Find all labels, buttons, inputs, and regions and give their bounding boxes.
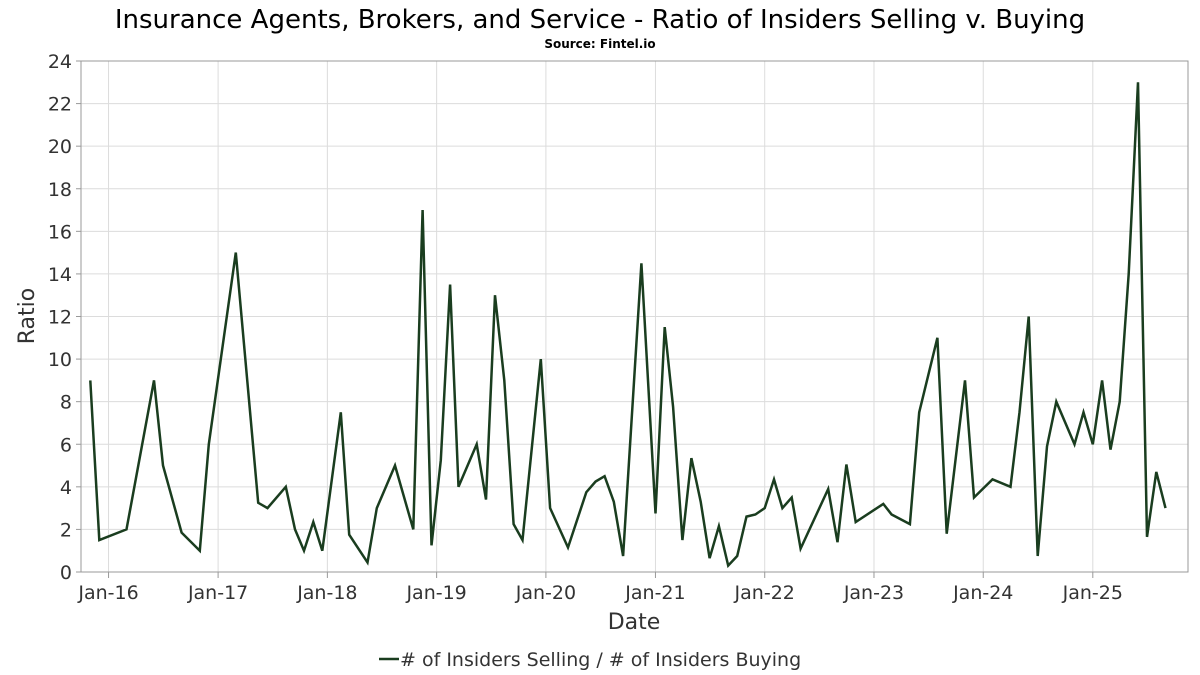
y-tick-label: 22 <box>48 94 72 116</box>
legend-label: # of Insiders Selling / # of Insiders Bu… <box>400 649 801 671</box>
series-line <box>89 82 1167 569</box>
y-axis-label: Ratio <box>15 288 40 344</box>
y-tick-label: 8 <box>60 392 72 414</box>
chart-title: Insurance Agents, Brokers, and Service -… <box>115 5 1085 35</box>
x-tick-label: Jan-20 <box>515 582 576 604</box>
y-tick-label: 0 <box>60 562 72 584</box>
y-tick-label: 14 <box>48 264 72 286</box>
grid <box>81 60 1188 573</box>
y-tick-label: 10 <box>48 349 72 371</box>
legend: # of Insiders Selling / # of Insiders Bu… <box>379 649 801 671</box>
y-tick-label: 16 <box>48 221 72 243</box>
y-tick-label: 4 <box>60 477 72 499</box>
x-tick-label: Jan-24 <box>952 582 1013 604</box>
series-layer <box>89 82 1167 569</box>
x-axis-label: Date <box>608 610 661 635</box>
x-tick-label: Jan-21 <box>624 582 685 604</box>
x-axis: Jan-16 Jan-17 Jan-18 Jan-19 Jan-20 Jan-21 Jan-… <box>77 572 1123 604</box>
x-tick-label: Jan-19 <box>405 582 466 604</box>
x-tick-label: Jan-22 <box>734 582 795 604</box>
chart-subtitle: Source: Fintel.io <box>544 37 655 51</box>
y-tick-label: 20 <box>48 136 72 158</box>
y-tick-label: 24 <box>48 51 72 73</box>
x-tick-label: Jan-16 <box>77 582 138 604</box>
y-tick-label: 12 <box>48 307 72 329</box>
x-tick-label: Jan-25 <box>1062 582 1123 604</box>
y-tick-label: 18 <box>48 179 72 201</box>
x-tick-label: Jan-23 <box>843 582 904 604</box>
y-tick-label: 6 <box>60 434 72 456</box>
x-tick-label: Jan-17 <box>187 582 248 604</box>
x-tick-label: Jan-18 <box>296 582 357 604</box>
y-tick-label: 2 <box>60 519 72 541</box>
